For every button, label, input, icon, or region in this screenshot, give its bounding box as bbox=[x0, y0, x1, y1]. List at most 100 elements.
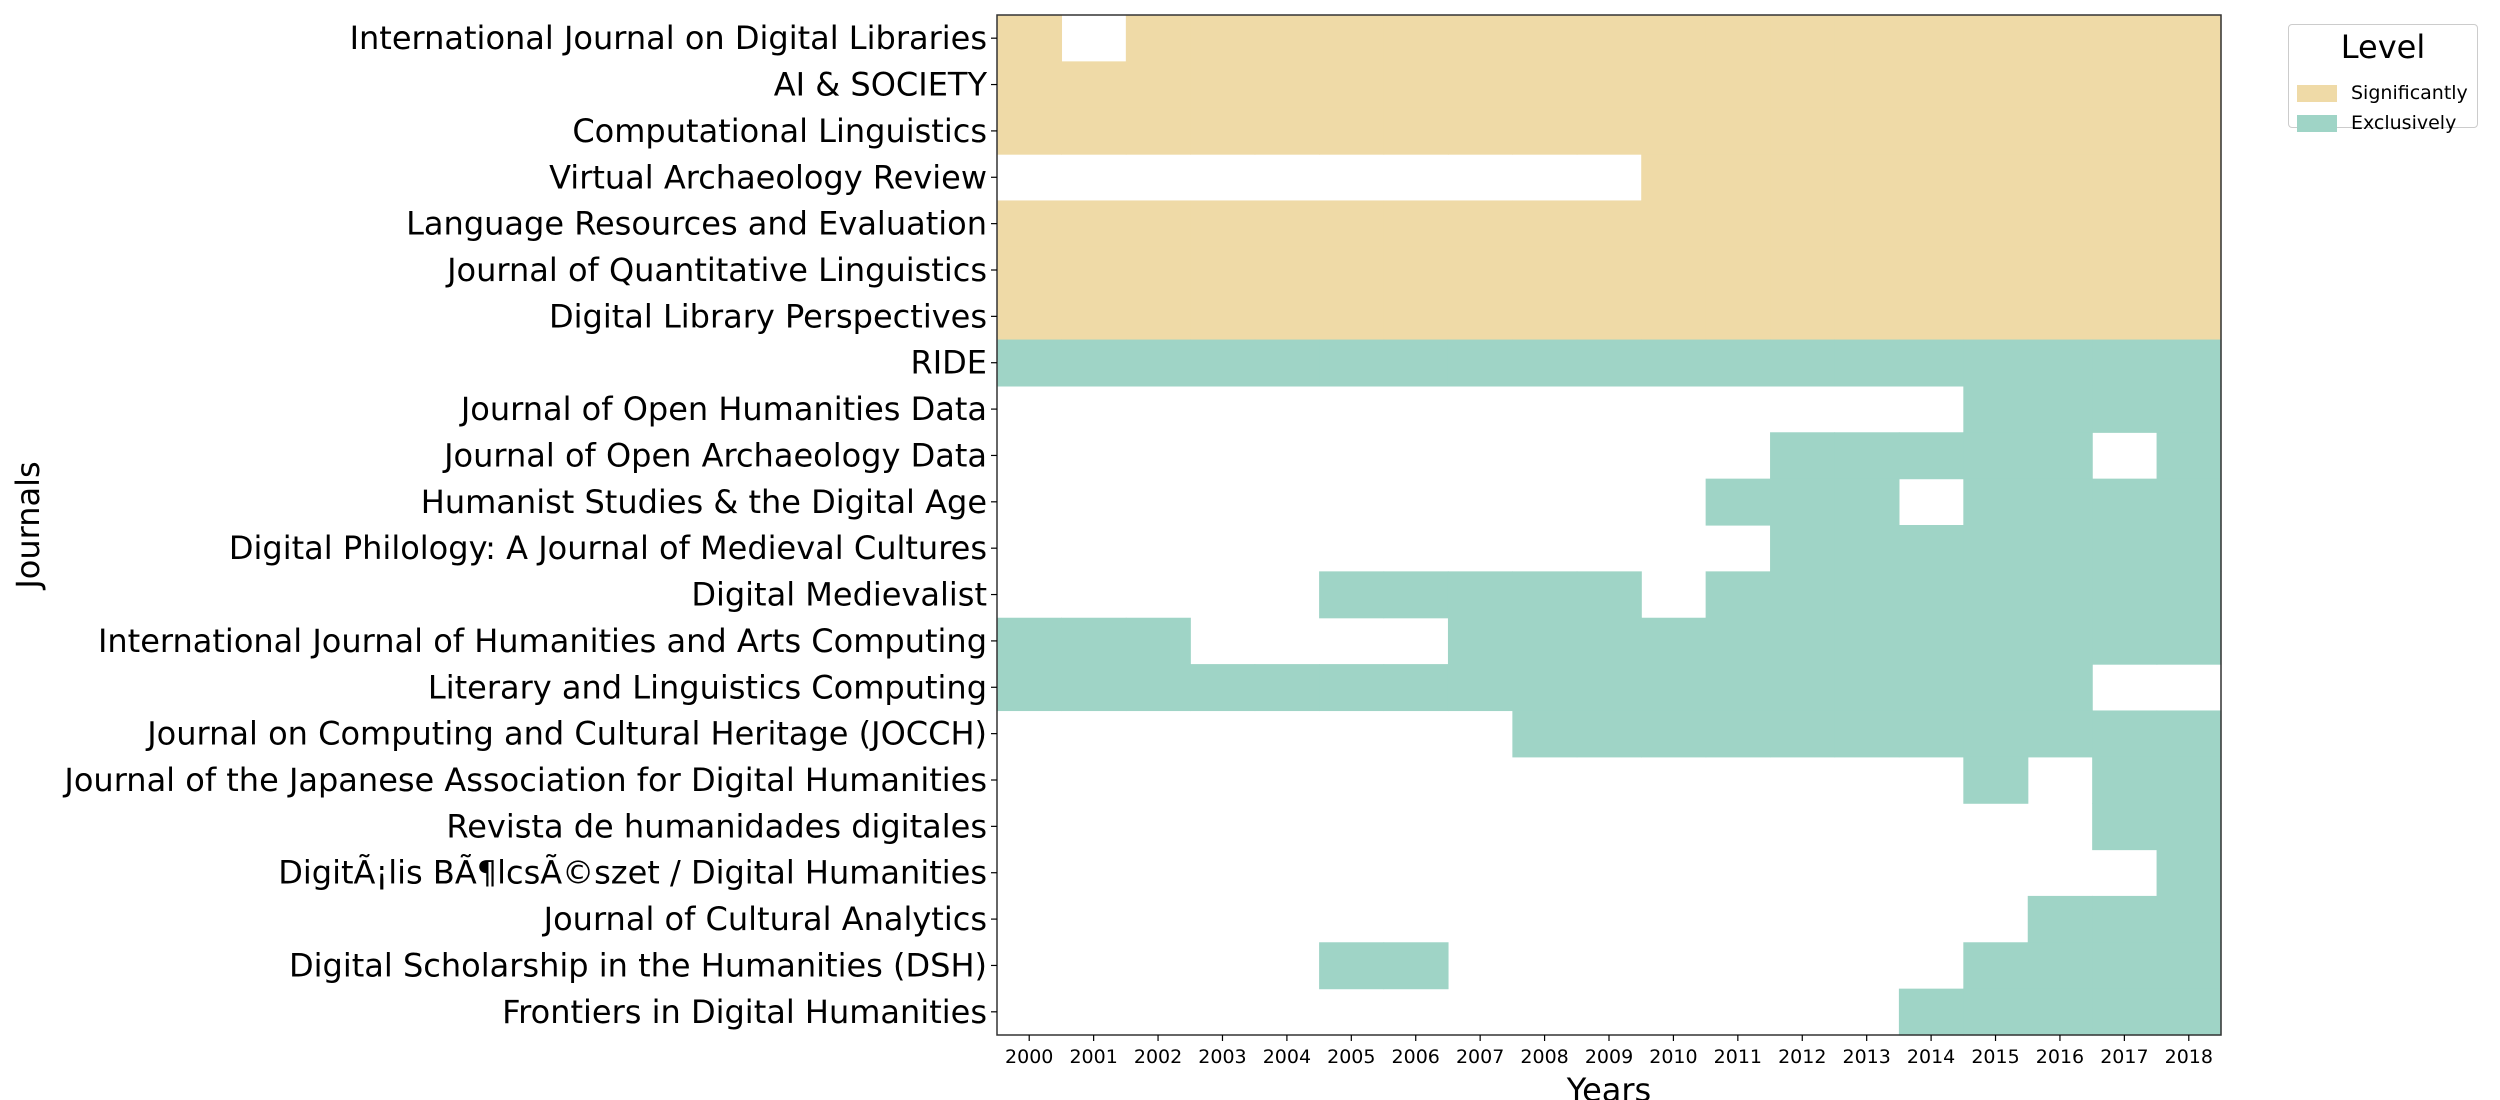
heatmap-cell-digital-medievalist-2016 bbox=[2027, 571, 2093, 619]
heatmap-cell-ai-society-2014 bbox=[1898, 61, 1964, 109]
heatmap-cell-digital-scholarship-in-the-humanities-dsh-2016 bbox=[2027, 942, 2093, 990]
heatmap-cell-journal-of-the-japanese-association-for-digital-humanities-2015 bbox=[1963, 756, 2029, 804]
y-tick-label: Virtual Archaeology Review bbox=[549, 158, 987, 196]
x-axis-ticks: 2000 2001 2002 2003 2004 2005 2006 2007 2008 2009… bbox=[1005, 1035, 2213, 1068]
heatmap-cell-virtual-archaeology-review-2012 bbox=[1770, 154, 1836, 202]
y-tick-label: Journal of Open Humanities Data bbox=[459, 390, 987, 428]
heatmap-cell-journal-of-the-japanese-association-for-digital-humanities-2018 bbox=[2156, 756, 2222, 804]
heatmap-cell-digital-philology-a-journal-of-medieval-cultures-2015 bbox=[1963, 525, 2029, 572]
y-axis-ticks: International Journal on Digital Librari… bbox=[62, 19, 997, 1031]
heatmap-cell-journal-on-computing-and-cultural-heritage-jocch-2011 bbox=[1705, 710, 1771, 758]
heatmap-cell-digital-library-perspectives-2007 bbox=[1447, 293, 1513, 341]
heatmap-cell-language-resources-and-evaluation-2003 bbox=[1190, 200, 1256, 248]
heatmap-cell-digital-medievalist-2006 bbox=[1383, 571, 1449, 619]
heatmap-cell-computational-linguistics-2007 bbox=[1447, 107, 1513, 155]
heatmap-cell-international-journal-of-humanities-and-arts-computing-2002 bbox=[1125, 617, 1191, 665]
heatmap-cell-literary-and-linguistics-computing-2015 bbox=[1963, 664, 2029, 712]
heatmap-cell-digital-library-perspectives-2002 bbox=[1125, 293, 1191, 341]
heatmap-cell-computational-linguistics-2000 bbox=[997, 107, 1063, 155]
heatmap-cell-literary-and-linguistics-computing-2009 bbox=[1576, 664, 1642, 712]
heatmap-cell-language-resources-and-evaluation-2018 bbox=[2156, 200, 2222, 248]
x-tick-label: 2010 bbox=[1649, 1046, 1697, 1068]
heatmap-cell-frontiers-in-digital-humanities-2016 bbox=[2027, 988, 2093, 1036]
heatmap-cell-digital-library-perspectives-2016 bbox=[2027, 293, 2093, 341]
heatmap-cell-journal-of-quantitative-linguistics-2010 bbox=[1641, 246, 1707, 294]
heatmap-cell-journal-of-open-humanities-data-2018 bbox=[2156, 385, 2222, 433]
heatmap-cell-journal-on-computing-and-cultural-heritage-jocch-2009 bbox=[1576, 710, 1642, 758]
heatmap-cell-virtual-archaeology-review-2011 bbox=[1705, 154, 1771, 202]
heatmap-cell-journal-of-quantitative-linguistics-2015 bbox=[1963, 246, 2029, 294]
heatmap-cell-digital-library-perspectives-2009 bbox=[1576, 293, 1642, 341]
heatmap-cell-digital-medievalist-2015 bbox=[1963, 571, 2029, 619]
heatmap-cell-ride-2006 bbox=[1383, 339, 1449, 387]
heatmap-cell-international-journal-on-digital-libraries-2005 bbox=[1319, 15, 1385, 62]
heatmap-cell-journal-on-computing-and-cultural-heritage-jocch-2018 bbox=[2156, 710, 2222, 758]
heatmap-cell-literary-and-linguistics-computing-2002 bbox=[1125, 664, 1191, 712]
heatmap-cell-digital-library-perspectives-2017 bbox=[2092, 293, 2158, 341]
y-tick-label: Humanist Studies & the Digital Age bbox=[421, 483, 987, 521]
heatmap-cell-language-resources-and-evaluation-2017 bbox=[2092, 200, 2158, 248]
heatmap-cell-digital-library-perspectives-2014 bbox=[1898, 293, 1964, 341]
heatmap-cell-ai-society-2013 bbox=[1834, 61, 1900, 109]
heatmap-cell-ai-society-2000 bbox=[997, 61, 1063, 109]
heatmap-cell-ride-2007 bbox=[1447, 339, 1513, 387]
heatmap-cell-ride-2014 bbox=[1898, 339, 1964, 387]
heatmap-cell-journal-of-open-archaeology-data-2016 bbox=[2027, 432, 2093, 480]
heatmap-cell-ride-2008 bbox=[1512, 339, 1578, 387]
heatmap-cell-journal-of-quantitative-linguistics-2017 bbox=[2092, 246, 2158, 294]
heatmap-cell-digital-library-perspectives-2006 bbox=[1383, 293, 1449, 341]
heatmap-cell-frontiers-in-digital-humanities-2018 bbox=[2156, 988, 2222, 1036]
heatmap-cell-international-journal-on-digital-libraries-2008 bbox=[1512, 15, 1578, 62]
heatmap-cell-frontiers-in-digital-humanities-2015 bbox=[1963, 988, 2029, 1036]
legend-label-exclusively: Exclusively bbox=[2351, 112, 2457, 134]
heatmap-cell-language-resources-and-evaluation-2012 bbox=[1770, 200, 1836, 248]
y-tick-label: Literary and Linguistics Computing bbox=[428, 668, 987, 706]
heatmap-cell-humanist-studies-the-digital-age-2012 bbox=[1770, 478, 1836, 526]
legend-label-significantly: Significantly bbox=[2351, 82, 2468, 104]
heatmap-cell-international-journal-on-digital-libraries-2000 bbox=[997, 15, 1063, 62]
x-tick-label: 2008 bbox=[1520, 1046, 1568, 1068]
heatmap-cell-computational-linguistics-2003 bbox=[1190, 107, 1256, 155]
heatmap-cell-ride-2004 bbox=[1254, 339, 1320, 387]
heatmap-cell-literary-and-linguistics-computing-2003 bbox=[1190, 664, 1256, 712]
y-tick-label: International Journal on Digital Librari… bbox=[350, 19, 987, 57]
legend-item-significantly: Significantly bbox=[2297, 81, 2468, 105]
x-tick-label: 2005 bbox=[1327, 1046, 1375, 1068]
heatmap-cell-international-journal-of-humanities-and-arts-computing-2012 bbox=[1770, 617, 1836, 665]
y-tick-label: DigitÃ¡lis BÃ¶lcsÃ©szet / Digital Humani… bbox=[278, 854, 987, 892]
heatmap-cell-ai-society-2004 bbox=[1254, 61, 1320, 109]
heatmap-cell-digital-library-perspectives-2003 bbox=[1190, 293, 1256, 341]
x-tick-label: 2006 bbox=[1392, 1046, 1440, 1068]
heatmap-cell-virtual-archaeology-review-2016 bbox=[2027, 154, 2093, 202]
heatmap-cell-digital-medievalist-2007 bbox=[1447, 571, 1513, 619]
x-tick-label: 2011 bbox=[1714, 1046, 1762, 1068]
heatmap-cell-language-resources-and-evaluation-2000 bbox=[997, 200, 1063, 248]
heatmap-cell-literary-and-linguistics-computing-2007 bbox=[1447, 664, 1513, 712]
heatmap-cell-international-journal-on-digital-libraries-2006 bbox=[1383, 15, 1449, 62]
heatmap-cell-humanist-studies-the-digital-age-2016 bbox=[2027, 478, 2093, 526]
heatmap-cell-journal-of-open-archaeology-data-2015 bbox=[1963, 432, 2029, 480]
heatmap-cell-computational-linguistics-2006 bbox=[1383, 107, 1449, 155]
heatmap-cell-literary-and-linguistics-computing-2004 bbox=[1254, 664, 1320, 712]
heatmap-cell-literary-and-linguistics-computing-2001 bbox=[1061, 664, 1127, 712]
heatmap-cell-computational-linguistics-2014 bbox=[1898, 107, 1964, 155]
y-tick-label: Revista de humanidades digitales bbox=[446, 807, 987, 845]
heatmap-cell-computational-linguistics-2002 bbox=[1125, 107, 1191, 155]
x-tick-label: 2003 bbox=[1198, 1046, 1246, 1068]
heatmap-cell-international-journal-of-humanities-and-arts-computing-2000 bbox=[997, 617, 1063, 665]
heatmap-cell-virtual-archaeology-review-2015 bbox=[1963, 154, 2029, 202]
heatmap-cell-digital-medievalist-2017 bbox=[2092, 571, 2158, 619]
heatmap-cell-digital-medievalist-2008 bbox=[1512, 571, 1578, 619]
heatmap-cell-revista-de-humanidades-digitales-2018 bbox=[2156, 803, 2222, 851]
heatmap-cell-journal-on-computing-and-cultural-heritage-jocch-2016 bbox=[2027, 710, 2093, 758]
heatmap-cell-journal-of-open-archaeology-data-2013 bbox=[1834, 432, 1900, 480]
heatmap-cell-literary-and-linguistics-computing-2013 bbox=[1834, 664, 1900, 712]
y-axis-label: Journals bbox=[9, 461, 47, 590]
heatmap-cell-journal-on-computing-and-cultural-heritage-jocch-2013 bbox=[1834, 710, 1900, 758]
heatmap-cell-humanist-studies-the-digital-age-2018 bbox=[2156, 478, 2222, 526]
heatmap-cells bbox=[997, 15, 2222, 1036]
heatmap-cell-international-journal-of-humanities-and-arts-computing-2009 bbox=[1576, 617, 1642, 665]
x-tick-label: 2000 bbox=[1005, 1046, 1053, 1068]
x-tick-label: 2002 bbox=[1134, 1046, 1182, 1068]
heatmap-cell-literary-and-linguistics-computing-2014 bbox=[1898, 664, 1964, 712]
